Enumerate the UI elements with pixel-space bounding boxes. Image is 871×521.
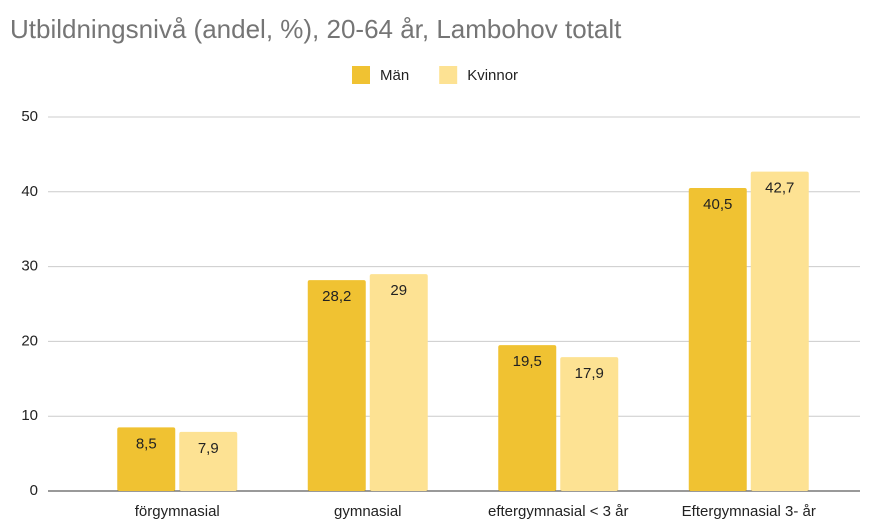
- y-tick-label: 40: [21, 183, 38, 200]
- bar: [750, 171, 809, 491]
- x-tick-label: förgymnasial: [135, 503, 220, 520]
- x-tick-label: Eftergymnasial 3- år: [682, 503, 816, 520]
- legend-swatch: [352, 66, 370, 84]
- data-label: 42,7: [765, 180, 794, 197]
- bar: [560, 357, 619, 491]
- y-tick-label: 10: [21, 407, 38, 424]
- chart-title: Utbildningsnivå (andel, %), 20-64 år, La…: [10, 14, 622, 44]
- data-label: 8,5: [136, 435, 157, 452]
- x-tick-label: gymnasial: [334, 503, 402, 520]
- data-label: 40,5: [703, 196, 732, 213]
- y-tick-label: 30: [21, 258, 38, 275]
- legend-label: Män: [380, 67, 409, 84]
- data-label: 7,9: [198, 440, 219, 457]
- y-tick-label: 50: [21, 108, 38, 125]
- bar: [307, 280, 366, 491]
- x-tick-label: eftergymnasial < 3 år: [488, 503, 629, 520]
- data-label: 19,5: [513, 353, 542, 370]
- y-tick-label: 20: [21, 332, 38, 349]
- data-label: 28,2: [322, 288, 351, 305]
- legend-swatch: [439, 66, 458, 84]
- data-label: 17,9: [575, 365, 604, 382]
- bar: [498, 345, 557, 491]
- y-tick-label: 0: [30, 482, 38, 499]
- bar: [688, 188, 747, 491]
- bar: [179, 431, 238, 491]
- data-label: 29: [390, 282, 407, 299]
- bar: [117, 427, 176, 491]
- bar: [369, 274, 428, 491]
- legend-label: Kvinnor: [467, 67, 518, 84]
